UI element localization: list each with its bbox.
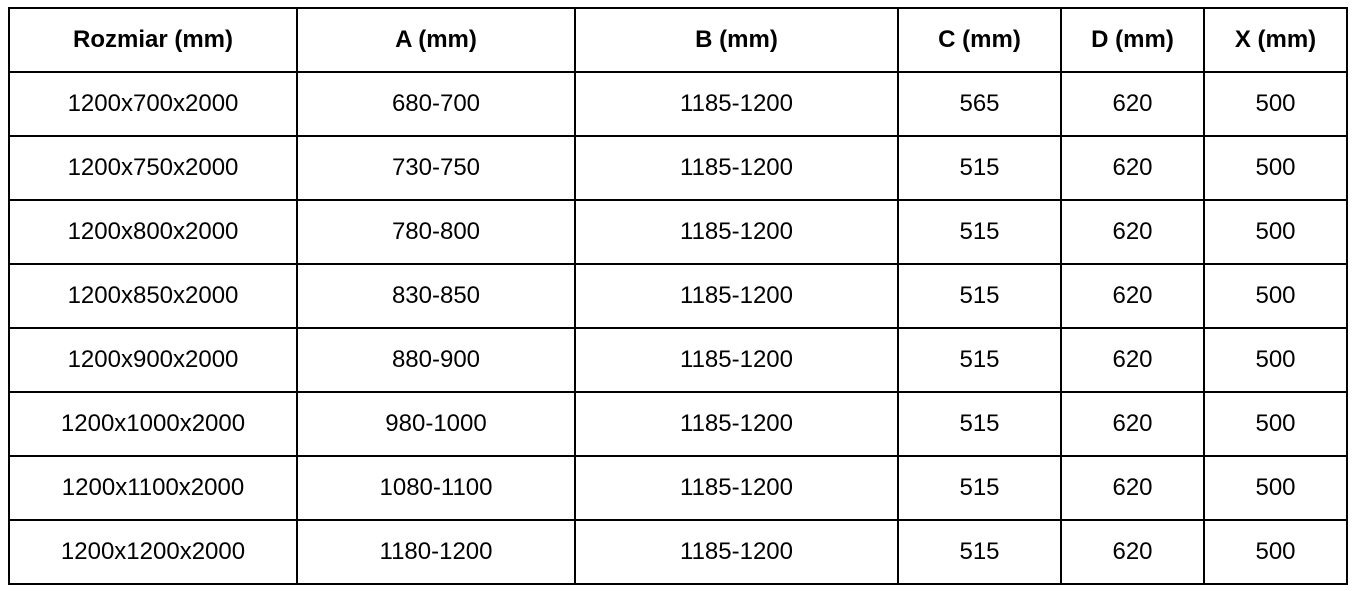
table-cell: 730-750 (296, 135, 576, 201)
table-cell: 515 (897, 199, 1062, 265)
table-cell: 620 (1060, 263, 1205, 329)
column-header: B (mm) (574, 7, 899, 73)
table-row: 1200x850x2000 830-850 1185-1200 515 620 500 (8, 263, 1348, 329)
table-cell: 500 (1203, 135, 1348, 201)
column-header: A (mm) (296, 7, 576, 73)
table-row: 1200x900x2000 880-900 1185-1200 515 620 500 (8, 327, 1348, 393)
column-header: D (mm) (1060, 7, 1205, 73)
table-cell: 1200x1100x2000 (8, 455, 298, 521)
table-row: 1200x700x2000 680-700 1185-1200 565 620 500 (8, 71, 1348, 137)
table-cell: 500 (1203, 71, 1348, 137)
column-header: Rozmiar (mm) (8, 7, 298, 73)
table-cell: 1185-1200 (574, 391, 899, 457)
table-cell: 515 (897, 327, 1062, 393)
table-cell: 1180-1200 (296, 519, 576, 585)
column-header: C (mm) (897, 7, 1062, 73)
table-row: 1200x800x2000 780-800 1185-1200 515 620 500 (8, 199, 1348, 265)
table-cell: 500 (1203, 455, 1348, 521)
table-cell: 1200x800x2000 (8, 199, 298, 265)
table-cell: 500 (1203, 327, 1348, 393)
table-cell: 1185-1200 (574, 199, 899, 265)
table-row: 1200x1200x2000 1180-1200 1185-1200 515 620 50… (8, 519, 1348, 585)
table-cell: 515 (897, 391, 1062, 457)
table-cell: 515 (897, 263, 1062, 329)
table-cell: 1185-1200 (574, 455, 899, 521)
table-cell: 565 (897, 71, 1062, 137)
table-cell: 1200x700x2000 (8, 71, 298, 137)
table-cell: 1200x1200x2000 (8, 519, 298, 585)
table-cell: 500 (1203, 199, 1348, 265)
table-cell: 620 (1060, 71, 1205, 137)
table-cell: 620 (1060, 327, 1205, 393)
table-cell: 500 (1203, 391, 1348, 457)
table-cell: 500 (1203, 519, 1348, 585)
table-cell: 830-850 (296, 263, 576, 329)
table-row: 1200x1100x2000 1080-1100 1185-1200 515 620 50… (8, 455, 1348, 521)
dimensions-table: Rozmiar (mm) A (mm) B (mm) C (mm) D (mm) X (m… (8, 7, 1348, 585)
table-cell: 1080-1100 (296, 455, 576, 521)
table-cell: 680-700 (296, 71, 576, 137)
table-cell: 1200x750x2000 (8, 135, 298, 201)
table-cell: 500 (1203, 263, 1348, 329)
table-cell: 620 (1060, 135, 1205, 201)
table-cell: 1185-1200 (574, 519, 899, 585)
table-row: 1200x750x2000 730-750 1185-1200 515 620 500 (8, 135, 1348, 201)
table-row: 1200x1000x2000 980-1000 1185-1200 515 620 500 (8, 391, 1348, 457)
table-cell: 620 (1060, 391, 1205, 457)
header-row: Rozmiar (mm) A (mm) B (mm) C (mm) D (mm) X (m… (8, 7, 1348, 73)
table-cell: 1185-1200 (574, 71, 899, 137)
table-cell: 515 (897, 135, 1062, 201)
table-cell: 780-800 (296, 199, 576, 265)
table-cell: 1185-1200 (574, 327, 899, 393)
table-cell: 880-900 (296, 327, 576, 393)
table-cell: 1200x850x2000 (8, 263, 298, 329)
table-cell: 1200x1000x2000 (8, 391, 298, 457)
table-cell: 1200x900x2000 (8, 327, 298, 393)
table-cell: 1185-1200 (574, 135, 899, 201)
table-cell: 620 (1060, 455, 1205, 521)
table-cell: 515 (897, 455, 1062, 521)
table-cell: 515 (897, 519, 1062, 585)
table-cell: 1185-1200 (574, 263, 899, 329)
column-header: X (mm) (1203, 7, 1348, 73)
table-cell: 620 (1060, 199, 1205, 265)
table-cell: 980-1000 (296, 391, 576, 457)
table-cell: 620 (1060, 519, 1205, 585)
